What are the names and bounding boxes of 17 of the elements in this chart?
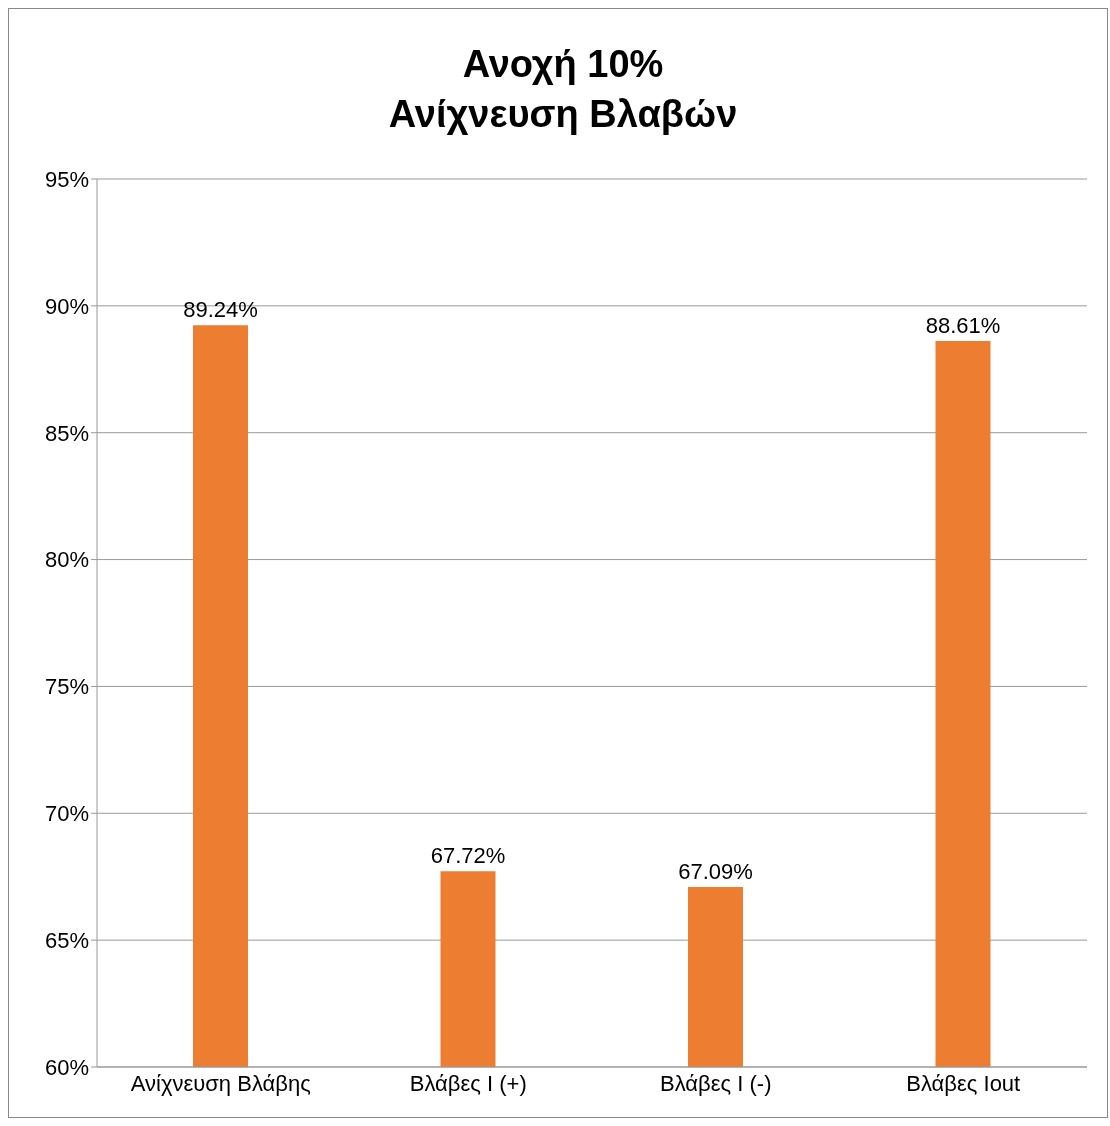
y-tick-label: 90% (44, 293, 89, 319)
data-label: 67.09% (678, 859, 753, 885)
y-tick-label: 75% (44, 674, 89, 700)
y-tick-label: 70% (44, 801, 89, 827)
x-tick-label: Βλάβες Ι (+) (409, 1070, 527, 1096)
y-tick-label: 95% (44, 166, 89, 192)
x-tick-label: Ανίχνευση Βλάβης (130, 1070, 311, 1096)
data-label: 67.72% (430, 843, 506, 869)
y-tick-label: 80% (44, 547, 89, 573)
y-tick-label: 60% (44, 1054, 89, 1080)
y-tick-label: 65% (44, 927, 89, 953)
data-label: 88.61% (925, 313, 1001, 339)
x-tick-label: Βλάβες Ι (-) (660, 1070, 772, 1096)
chart-title: Ανοχή 10% Ανίχνευση Βλαβών (388, 42, 738, 137)
data-label: 89.24% (183, 297, 258, 323)
y-tick-label: 85% (44, 420, 89, 446)
x-tick-label: Βλάβες Ιout (906, 1070, 1021, 1096)
